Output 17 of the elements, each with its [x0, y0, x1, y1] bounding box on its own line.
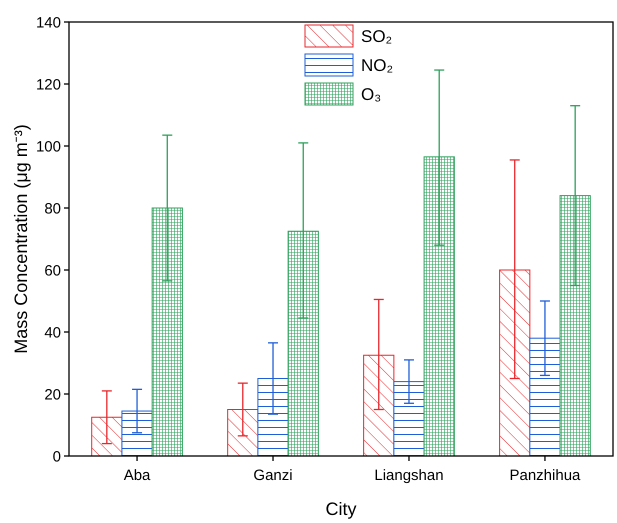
y-tick-label: 0	[52, 448, 61, 466]
y-tick-label: 120	[36, 76, 61, 94]
x-tick-label: Liangshan	[374, 467, 444, 484]
legend-label: NO₂	[361, 56, 394, 75]
y-axis-title: Mass Concentration (μg m⁻³)	[11, 124, 31, 354]
x-tick-label: Aba	[124, 467, 152, 484]
y-tick-label: 20	[44, 386, 61, 404]
y-tick-label: 140	[36, 14, 61, 32]
y-tick-label: 100	[36, 138, 61, 156]
x-axis-title: City	[326, 499, 356, 519]
legend-label: O₃	[361, 84, 382, 104]
y-tick-label: 60	[44, 262, 61, 280]
y-tick-label: 40	[44, 324, 61, 342]
x-tick-label: Ganzi	[253, 467, 293, 484]
legend-label: SO₂	[361, 26, 392, 46]
y-tick-label: 80	[44, 200, 61, 218]
x-tick-label: Panzhihua	[509, 467, 582, 484]
